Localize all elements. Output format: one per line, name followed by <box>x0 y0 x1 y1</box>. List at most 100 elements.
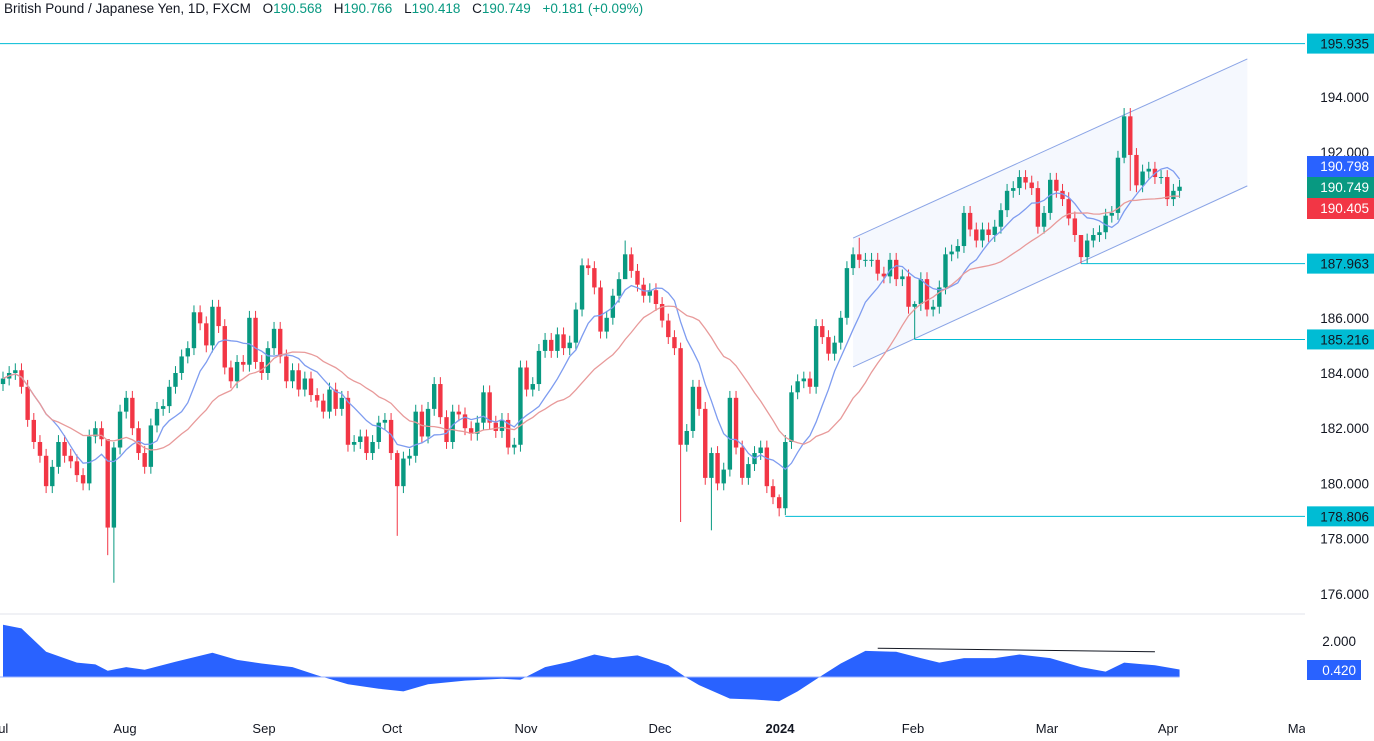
indicator-area <box>3 624 1180 702</box>
candle-body <box>900 276 905 280</box>
candle <box>1134 148 1139 193</box>
candle-body <box>413 411 418 456</box>
candle-body <box>1165 177 1170 200</box>
candle-body <box>105 439 110 528</box>
candle <box>74 454 80 483</box>
candle <box>167 379 172 414</box>
candle <box>647 283 652 303</box>
indicator-trendline <box>877 647 1155 653</box>
candle-body <box>395 453 400 487</box>
candle-body <box>87 436 92 484</box>
candle-body <box>850 254 856 269</box>
candle <box>740 440 745 485</box>
candle <box>124 390 129 419</box>
candle <box>1103 208 1108 240</box>
candle-body <box>124 397 129 412</box>
candle-body <box>160 406 166 409</box>
candle <box>68 448 73 469</box>
price-axis-label: 186.000 <box>1320 311 1369 326</box>
candle-body <box>333 389 338 409</box>
candle <box>832 335 837 361</box>
candle <box>314 388 320 408</box>
candle-body <box>425 408 431 437</box>
candle-body <box>579 265 585 310</box>
candle-body <box>505 419 511 448</box>
candle-body <box>573 309 579 343</box>
candle-body <box>881 273 887 277</box>
candle <box>838 310 843 350</box>
candle <box>616 272 622 303</box>
candle <box>696 379 702 416</box>
candle <box>160 399 166 416</box>
candle <box>1023 170 1028 190</box>
candle <box>1048 172 1053 220</box>
candle <box>419 404 425 444</box>
candle-body <box>241 361 246 365</box>
candle-body <box>296 370 301 390</box>
candle <box>524 360 529 397</box>
candle <box>629 247 634 278</box>
candle <box>592 261 597 295</box>
candle <box>1121 108 1127 164</box>
time-axis-label: Nov <box>514 721 538 736</box>
level-price-tag <box>1307 33 1374 54</box>
candle <box>499 413 505 438</box>
ma-slow-line <box>2 195 1180 451</box>
candle <box>493 415 498 438</box>
candle <box>1165 170 1170 207</box>
candle-body <box>659 304 665 321</box>
candle <box>253 310 258 369</box>
candle <box>586 258 591 276</box>
price-axis-label: 176.000 <box>1320 587 1369 602</box>
candle-body <box>50 466 55 487</box>
candle <box>549 332 554 358</box>
candle <box>43 448 49 494</box>
price-tag <box>1307 198 1374 219</box>
price-pane <box>0 58 1248 583</box>
time-axis-label: Mar <box>1036 721 1059 736</box>
candle <box>801 371 806 389</box>
time-axis-label: Sep <box>252 721 275 736</box>
candle <box>204 316 209 353</box>
candle <box>998 203 1004 234</box>
candle <box>130 390 135 436</box>
candle-body <box>807 378 813 387</box>
candle-body <box>629 254 634 271</box>
candle <box>746 457 751 485</box>
symbol-title[interactable]: British Pound / Japanese Yen, 1D, FXCM <box>4 1 251 16</box>
candle <box>13 363 18 380</box>
price-axis-label: 184.000 <box>1320 366 1369 381</box>
candle-body <box>764 447 770 487</box>
candle <box>518 360 523 452</box>
candle-body <box>536 350 542 385</box>
candle-body <box>93 428 98 437</box>
candle <box>635 263 640 292</box>
candle-body <box>986 229 991 235</box>
candle-body <box>216 306 221 327</box>
candle <box>961 206 967 253</box>
candle-body <box>684 430 689 445</box>
candle-body <box>598 287 603 332</box>
candle-body <box>148 425 154 467</box>
candle <box>438 377 443 425</box>
candle <box>967 206 973 237</box>
candle-body <box>407 455 412 459</box>
candle-body <box>388 419 394 454</box>
candle-body <box>456 411 462 415</box>
time-axis-label: Aug <box>113 721 136 736</box>
candle-body <box>974 229 979 241</box>
candle <box>475 415 480 441</box>
candle <box>758 440 763 460</box>
time-axis-label: Jul <box>0 721 8 736</box>
candle-body <box>1017 177 1022 189</box>
candle <box>99 421 104 447</box>
candle <box>191 305 197 356</box>
candle <box>296 363 301 397</box>
candle-body <box>1146 168 1151 172</box>
candle <box>1158 170 1164 184</box>
candle <box>579 258 585 317</box>
time-axis-label: 2024 <box>766 721 796 736</box>
candle-body <box>80 475 86 484</box>
candle <box>974 222 979 248</box>
